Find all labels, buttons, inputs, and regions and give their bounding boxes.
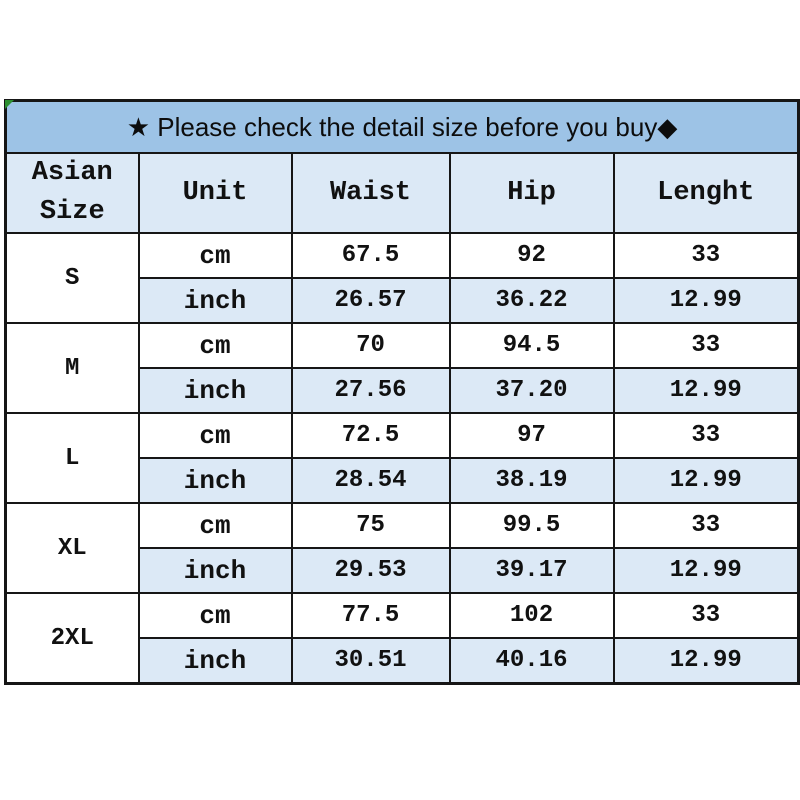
header-length: Lenght [612,151,800,235]
banner-text: ★ Please check the detail size before yo… [4,99,800,154]
length-value: 33 [612,592,800,640]
length-value: 12.99 [612,547,800,595]
table-row: inch 26.57 36.22 12.99 [6,277,800,325]
hip-value: 99.5 [448,502,615,550]
waist-value: 29.53 [290,547,451,595]
hip-value: 97 [448,412,615,460]
banner-row: ★ Please check the detail size before yo… [4,99,800,154]
hip-value: 37.20 [448,367,615,415]
hip-value: 38.19 [448,457,615,505]
size-chart-sheet: ★ Please check the detail size before yo… [4,99,800,686]
table-row: inch 30.51 40.16 12.99 [6,637,800,685]
unit-cell: cm [137,502,293,550]
length-value: 33 [612,232,800,280]
length-value: 33 [612,412,800,460]
unit-cell: inch [137,277,293,325]
size-label: S [4,232,140,325]
hip-value: 39.17 [448,547,615,595]
unit-cell: cm [137,412,293,460]
waist-value: 72.5 [290,412,451,460]
unit-cell: inch [137,637,293,685]
hip-value: 36.22 [448,277,615,325]
unit-cell: inch [137,367,293,415]
waist-value: 28.54 [290,457,451,505]
table-row: M cm 70 94.5 33 [4,322,800,415]
length-value: 33 [612,502,800,550]
length-value: 12.99 [612,277,800,325]
unit-cell: cm [137,232,293,280]
unit-cell: inch [137,457,293,505]
length-value: 12.99 [612,457,800,505]
waist-value: 70 [290,322,451,370]
length-value: 33 [612,322,800,370]
waist-value: 27.56 [290,367,451,415]
header-unit: Unit [137,151,293,235]
cell-corner-flag-icon [5,100,14,109]
size-chart-table: ★ Please check the detail size before yo… [4,99,800,686]
unit-cell: cm [137,592,293,640]
size-label: M [4,322,140,415]
waist-value: 67.5 [290,232,451,280]
size-label: 2XL [4,592,140,685]
waist-value: 77.5 [290,592,451,640]
header-hip: Hip [448,151,615,235]
waist-value: 30.51 [290,637,451,685]
size-label: L [4,412,140,505]
unit-cell: cm [137,322,293,370]
header-row: Asian Size Unit Waist Hip Lenght [4,151,800,235]
hip-value: 102 [448,592,615,640]
hip-value: 40.16 [448,637,615,685]
waist-value: 75 [290,502,451,550]
table-row: inch 29.53 39.17 12.99 [6,547,800,595]
waist-value: 26.57 [290,277,451,325]
table-row: 2XL cm 77.5 102 33 [4,592,800,685]
hip-value: 92 [448,232,615,280]
table-row: inch 27.56 37.20 12.99 [6,367,800,415]
length-value: 12.99 [612,637,800,685]
table-row: inch 28.54 38.19 12.99 [6,457,800,505]
table-row: L cm 72.5 97 33 [4,412,800,505]
hip-value: 94.5 [448,322,615,370]
header-asian-size: Asian Size [4,151,140,235]
table-row: S cm 67.5 92 33 [4,232,800,325]
size-label: XL [4,502,140,595]
header-waist: Waist [290,151,451,235]
length-value: 12.99 [612,367,800,415]
unit-cell: inch [137,547,293,595]
table-row: XL cm 75 99.5 33 [4,502,800,595]
